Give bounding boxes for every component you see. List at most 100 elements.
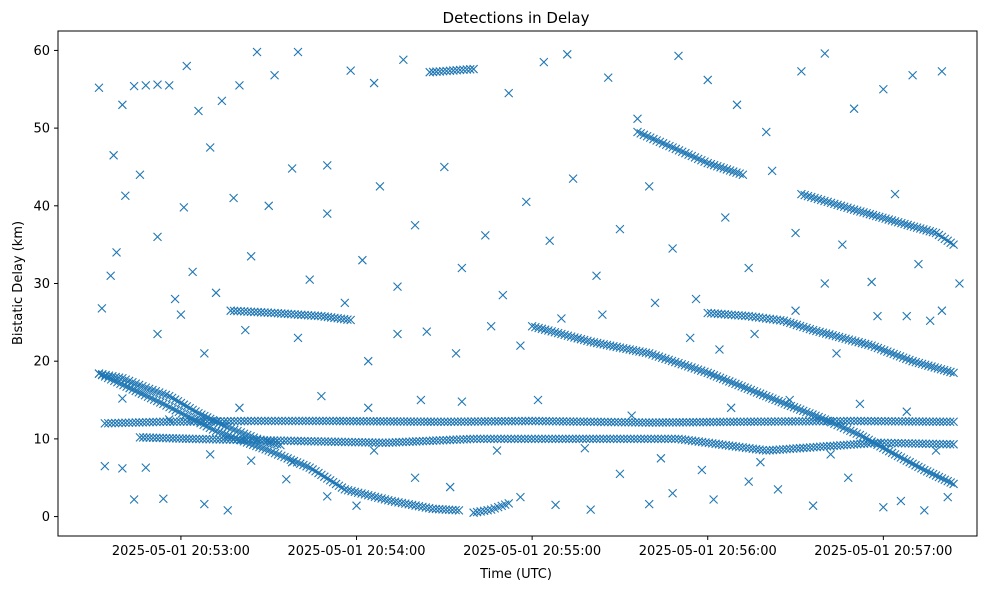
data-point-marker — [557, 434, 567, 444]
data-point-marker — [598, 434, 608, 444]
data-point-marker — [839, 202, 849, 212]
data-point-marker — [296, 436, 306, 446]
data-point-marker — [272, 436, 282, 445]
data-point-marker — [155, 417, 165, 427]
data-point-marker — [540, 325, 550, 335]
data-point-marker — [412, 417, 422, 426]
data-point-marker — [297, 416, 307, 426]
data-point-marker — [571, 434, 581, 444]
data-point-marker — [287, 416, 297, 426]
data-point-marker — [229, 306, 239, 316]
data-point-marker — [756, 457, 765, 467]
data-point-marker — [264, 446, 274, 455]
data-point-marker — [259, 435, 269, 445]
data-point-marker — [908, 70, 918, 80]
data-point-marker — [671, 417, 681, 427]
data-point-marker — [924, 439, 934, 449]
data-point-marker — [773, 484, 783, 494]
data-point-marker — [846, 204, 856, 214]
data-point-marker — [880, 416, 890, 426]
data-point-marker — [886, 438, 896, 448]
data-point-marker — [493, 434, 502, 444]
data-point-marker — [795, 405, 805, 415]
data-point-marker — [938, 439, 948, 449]
data-point-marker — [878, 84, 888, 94]
data-point-marker — [703, 75, 713, 85]
data-point-marker — [318, 416, 328, 426]
data-point-marker — [761, 391, 771, 401]
data-point-marker — [109, 150, 118, 160]
data-point-marker — [920, 360, 930, 370]
data-point-marker — [789, 319, 798, 329]
data-point-marker — [451, 349, 461, 358]
data-point-marker — [504, 88, 514, 98]
data-point-marker — [261, 445, 271, 454]
data-point-marker — [866, 416, 876, 426]
data-point-marker — [179, 202, 189, 212]
data-point-marker — [709, 370, 719, 380]
data-point-marker — [945, 439, 955, 449]
data-point-marker — [756, 417, 766, 427]
data-point-marker — [856, 416, 866, 426]
data-point-marker — [239, 307, 249, 316]
data-point-marker — [340, 484, 350, 494]
data-point-marker — [117, 464, 127, 473]
data-point-marker — [239, 435, 248, 445]
data-point-marker — [712, 372, 722, 381]
data-point-marker — [246, 416, 256, 426]
data-point-marker — [911, 357, 921, 367]
data-point-marker — [919, 505, 929, 515]
data-point-marker — [730, 310, 740, 320]
data-point-marker — [148, 433, 158, 443]
data-point-marker — [455, 65, 465, 75]
data-point-marker — [138, 433, 148, 442]
data-point-marker — [347, 486, 356, 496]
data-point-marker — [768, 394, 777, 403]
data-point-marker — [868, 210, 878, 220]
data-point-marker — [788, 444, 798, 454]
y-axis-label: Bistatic Delay (km) — [11, 221, 26, 345]
data-point-marker — [919, 465, 929, 475]
data-point-marker — [240, 325, 250, 335]
data-point-marker — [816, 195, 826, 205]
data-point-marker — [273, 308, 283, 318]
data-point-marker — [267, 447, 277, 457]
data-point-marker — [114, 373, 124, 383]
data-point-marker — [586, 505, 596, 514]
data-point-marker — [651, 351, 661, 360]
data-point-marker — [550, 327, 560, 337]
data-point-marker — [277, 416, 287, 426]
data-point-marker — [270, 448, 280, 458]
data-point-marker — [479, 506, 489, 516]
data-point-marker — [732, 417, 742, 427]
data-point-marker — [683, 361, 693, 371]
data-point-marker — [124, 418, 134, 428]
data-point-marker — [170, 294, 180, 304]
data-point-marker — [369, 416, 378, 426]
data-point-marker — [436, 417, 446, 427]
data-point-marker — [631, 417, 640, 427]
data-point-marker — [131, 386, 141, 396]
data-point-marker — [811, 326, 821, 336]
data-point-marker — [551, 434, 560, 444]
data-point-marker — [568, 174, 578, 184]
data-point-marker — [826, 198, 836, 208]
data-point-marker — [202, 417, 212, 426]
data-point-marker — [240, 416, 249, 426]
data-point-marker — [544, 416, 554, 426]
data-point-marker — [213, 416, 222, 426]
data-point-marker — [270, 416, 280, 426]
data-point-marker — [949, 240, 958, 250]
data-point-marker — [541, 416, 551, 426]
data-point-marker — [211, 426, 221, 436]
data-point-marker — [311, 416, 321, 426]
data-point-marker — [633, 434, 642, 444]
y-tick-label: 20 — [33, 355, 50, 370]
data-point-marker — [570, 333, 579, 342]
data-point-marker — [97, 369, 107, 379]
data-point-marker — [930, 363, 940, 372]
data-point-marker — [674, 358, 683, 368]
data-point-marker — [728, 167, 738, 176]
data-point-marker — [880, 438, 889, 448]
data-point-marker — [939, 365, 949, 375]
